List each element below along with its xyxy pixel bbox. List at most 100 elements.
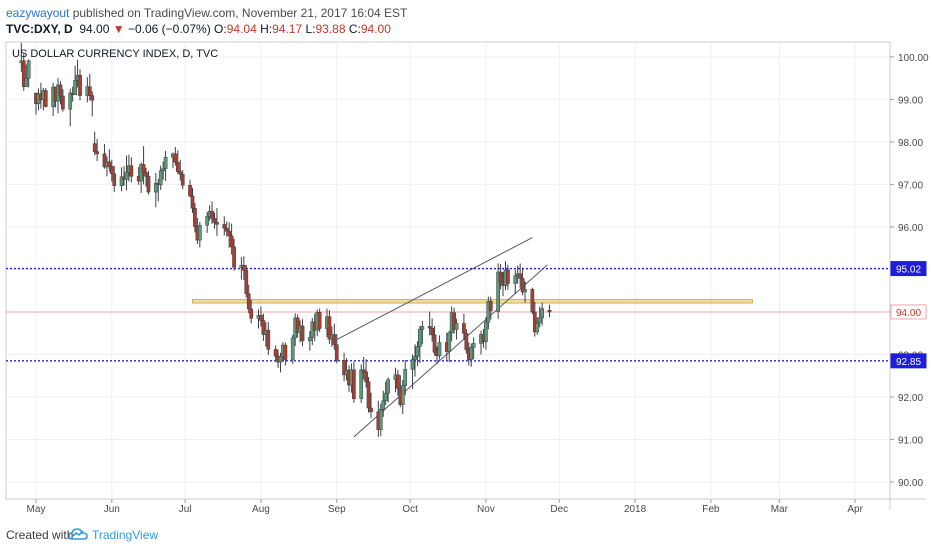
candle: [163, 150, 168, 182]
candle-body: [403, 369, 408, 386]
candle: [193, 203, 197, 233]
candle-body: [278, 356, 283, 363]
candle: [447, 330, 452, 363]
price-tick-label: 96.00: [898, 223, 923, 234]
candle: [197, 221, 202, 248]
candle-body: [87, 86, 92, 96]
candle: [175, 150, 180, 174]
candle-body: [92, 143, 97, 152]
candle: [246, 284, 251, 314]
resistance-price-label: 95.02: [896, 265, 921, 276]
candle: [188, 179, 192, 198]
candle: [488, 296, 493, 320]
candle: [532, 301, 537, 337]
time-tick-label: Apr: [847, 504, 863, 515]
candle: [513, 269, 518, 295]
time-tick-label: Jun: [104, 504, 120, 515]
price-chart[interactable]: 100.0099.0098.0097.0096.0095.0094.0093.0…: [0, 0, 932, 520]
candle-body: [486, 301, 491, 323]
candle: [26, 59, 31, 88]
candle: [352, 361, 356, 403]
candle: [308, 331, 312, 351]
candle-body: [163, 156, 168, 169]
candle-body: [413, 356, 417, 360]
candle-body: [180, 173, 185, 186]
price-tick-label: 92.00: [898, 393, 923, 404]
candle: [396, 369, 400, 396]
candle: [212, 212, 217, 229]
candle: [471, 337, 476, 360]
candle-body: [452, 312, 456, 330]
candle-body: [178, 171, 183, 175]
candle: [210, 201, 214, 224]
candle: [366, 376, 371, 413]
candle: [535, 317, 540, 335]
candle: [415, 341, 420, 366]
tradingview-cloud-icon[interactable]: [68, 525, 88, 543]
candle-body: [464, 332, 469, 351]
candle: [283, 342, 288, 366]
publish-text: published on TradingView.com, November 2…: [69, 6, 408, 20]
price-tick-label: 99.00: [898, 95, 923, 106]
candle: [244, 265, 249, 298]
candle: [90, 91, 95, 117]
candle: [178, 159, 183, 181]
candle-body: [61, 95, 65, 110]
tradingview-brand[interactable]: TradingView: [92, 528, 159, 542]
candle-body: [381, 400, 386, 410]
candle: [403, 359, 408, 396]
candle-body: [141, 164, 146, 173]
candle-body: [364, 371, 368, 382]
candle: [383, 381, 388, 406]
candle-body: [488, 301, 493, 311]
candle-body: [266, 329, 271, 350]
candle: [43, 87, 48, 108]
candle: [530, 287, 535, 315]
candle: [278, 352, 283, 373]
candle: [386, 377, 390, 403]
candle: [146, 170, 151, 195]
candle: [102, 144, 107, 169]
candle-body: [193, 207, 197, 227]
candle-body: [290, 337, 295, 360]
candle-body: [437, 342, 442, 356]
wedge-upper-line: [336, 237, 533, 341]
candle: [266, 322, 271, 355]
candle-body: [520, 278, 525, 293]
candle: [161, 161, 165, 180]
candle: [537, 306, 542, 328]
candle-body: [43, 90, 48, 107]
candle: [227, 222, 232, 248]
close-value: 94.00: [360, 22, 391, 36]
candle-body: [378, 409, 383, 430]
time-tick-label: May: [27, 504, 46, 515]
price-tick-label: 98.00: [898, 138, 923, 149]
candle: [452, 307, 456, 334]
candle: [427, 311, 432, 336]
candle-body: [430, 327, 434, 336]
author-link[interactable]: eazywayout: [6, 6, 70, 20]
created-with-text: Created with: [6, 528, 74, 542]
candle-body: [224, 227, 229, 232]
time-tick-label: 2018: [624, 504, 647, 515]
candle: [498, 263, 503, 290]
close-label: C:: [348, 22, 361, 36]
candle: [540, 302, 544, 326]
candle: [21, 53, 26, 91]
candle: [469, 343, 474, 367]
candle-body: [415, 346, 420, 357]
candle-body: [283, 344, 288, 360]
candle-body: [295, 317, 300, 333]
candle: [317, 308, 322, 332]
candle-body: [229, 235, 234, 248]
candle-body: [359, 369, 364, 399]
candle-body: [205, 216, 210, 226]
candle-body: [317, 312, 322, 329]
symbol-line: TVC:DXY, D 94.00 ▼ −0.06 (−0.07%) O:94.0…: [6, 22, 391, 36]
time-tick-label: Feb: [702, 504, 720, 515]
low-value: 93.88: [315, 22, 346, 36]
candle-body: [24, 77, 29, 87]
candle: [523, 281, 527, 303]
candle-body: [498, 271, 503, 283]
candle-body: [513, 275, 518, 284]
